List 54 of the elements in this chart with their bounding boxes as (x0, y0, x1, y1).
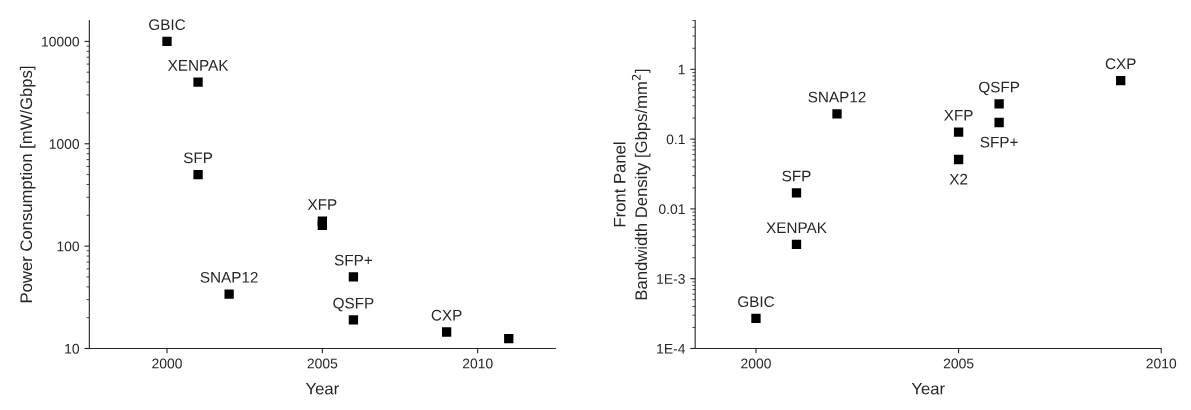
y-tick-label: 1E-3 (657, 274, 685, 284)
point (504, 333, 514, 344)
annotation: CXP (1105, 58, 1136, 70)
annotation: XENPAK (766, 222, 827, 233)
point (441, 327, 452, 337)
point (994, 117, 1004, 128)
point (317, 220, 328, 230)
annotation: SNAP12 (200, 271, 258, 283)
annotation: XFP (944, 110, 973, 121)
annotation: XFP (307, 199, 337, 210)
x-tick-label: 2005 (943, 358, 974, 369)
annotation: SNAP12 (808, 91, 866, 103)
y-tick-label: 0.1 (666, 134, 685, 145)
point (348, 315, 359, 325)
point (953, 154, 964, 165)
y-axis-title: Front Panel Bandwidth Density [Gbps/mm$^{2}$] (613, 69, 651, 300)
annotation: XENPAK (167, 60, 229, 71)
point (348, 272, 359, 282)
x-tick-label: 2000 (152, 358, 182, 369)
point (791, 188, 802, 198)
point (994, 99, 1004, 109)
point (751, 313, 761, 324)
y-tick-label: 100 (57, 241, 80, 252)
x-tick-label: 2000 (741, 358, 771, 369)
annotation: QSFP (333, 297, 374, 312)
point (1116, 75, 1126, 86)
x-axis-title: Year (911, 382, 945, 395)
x-tick-label: 2005 (307, 358, 338, 369)
annotation: SFP+ (980, 136, 1018, 148)
annotation: GBIC (149, 19, 186, 31)
point (162, 36, 172, 47)
point (193, 169, 203, 180)
y-tick-label: 1 (678, 64, 685, 75)
annotation: GBIC (738, 296, 775, 308)
point (832, 109, 842, 119)
annotation: CXP (431, 309, 462, 321)
point (193, 77, 203, 87)
y-tick-label: 0.01 (658, 204, 685, 215)
annotation: QSFP (979, 81, 1020, 96)
y-tick-label: 1000 (49, 139, 80, 149)
y-tick-label: 1E-4 (657, 343, 686, 354)
y-tick-label: 10 (65, 343, 80, 354)
x-axis-title: Year (305, 382, 339, 395)
y-axis-title: Power Consumption [mW/Gbps] (19, 66, 36, 303)
annotation: SFP+ (334, 254, 372, 266)
x-tick-label: 2010 (462, 358, 493, 369)
annotation: X2 (949, 173, 968, 185)
y-tick-label: 10000 (42, 36, 80, 47)
point (791, 239, 802, 250)
point (224, 289, 234, 299)
annotation: SFP (782, 170, 811, 182)
x-tick-label: 2010 (1146, 358, 1177, 369)
annotation: SFP (183, 152, 213, 164)
point (953, 127, 964, 137)
